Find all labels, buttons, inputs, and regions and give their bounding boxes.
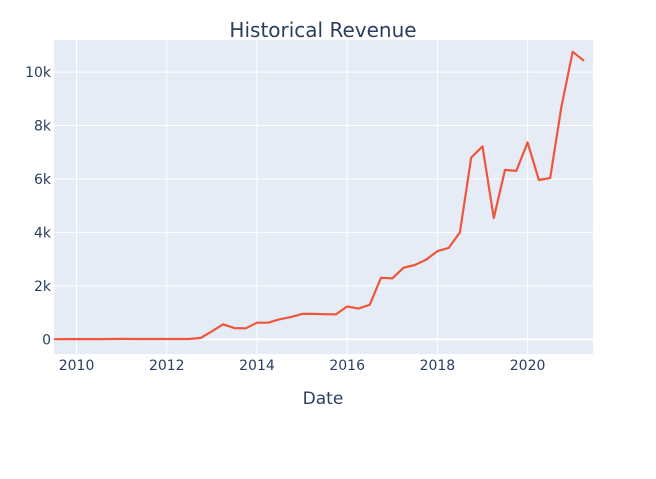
y-tick-label: 10k (25, 65, 52, 81)
y-tick-label: 4k (34, 225, 52, 241)
x-tick-label: 2012 (149, 358, 185, 374)
y-tick-label: 6k (34, 172, 52, 188)
vertical-gridlines (76, 40, 529, 354)
x-tick-label: 2020 (510, 358, 546, 374)
x-tick-label: 2016 (329, 358, 365, 374)
chart-title: Historical Revenue (229, 18, 416, 42)
plot-area (54, 40, 593, 354)
revenue-line (53, 50, 585, 341)
y-tick-label: 0 (42, 332, 51, 348)
x-tick-label: 2010 (59, 358, 95, 374)
x-tick-label: 2018 (420, 358, 456, 374)
series-group (53, 50, 585, 341)
x-axis-tick-labels: 2010 2012 2014 2016 2018 2020 (59, 358, 546, 374)
y-tick-label: 2k (34, 279, 52, 295)
y-tick-label: 8k (34, 119, 52, 135)
x-axis-title: Date (303, 389, 344, 409)
x-tick-label: 2014 (239, 358, 275, 374)
y-axis-tick-labels: 0 2k 4k 6k 8k 10k (25, 65, 52, 348)
